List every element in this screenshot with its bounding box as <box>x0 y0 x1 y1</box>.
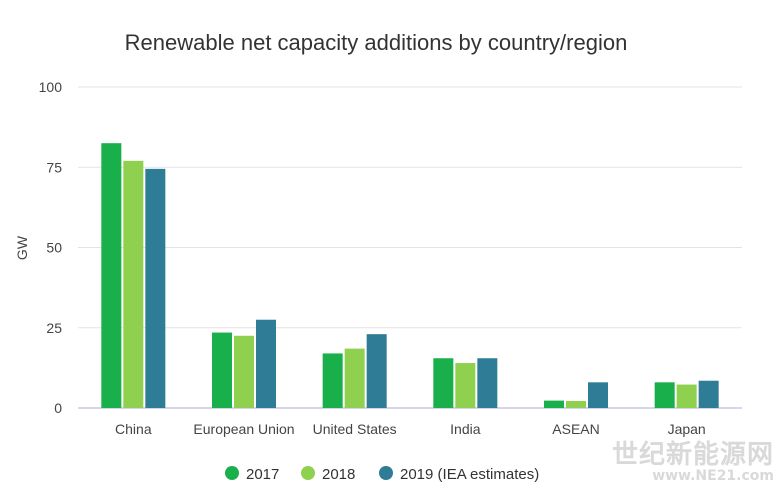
x-tick-label: ASEAN <box>552 421 599 437</box>
y-tick-label: 100 <box>39 79 63 95</box>
bar <box>566 400 586 408</box>
bar <box>588 382 608 408</box>
bar <box>234 335 254 408</box>
legend-label[interactable]: 2018 <box>322 466 355 483</box>
bar <box>544 400 564 408</box>
bar <box>212 332 232 408</box>
bar <box>654 382 675 408</box>
legend-marker[interactable] <box>379 466 393 480</box>
bar <box>344 348 365 408</box>
bar <box>256 319 276 408</box>
x-tick-label: European Union <box>193 421 294 437</box>
y-tick-label: 50 <box>46 240 62 256</box>
y-tick-label: 75 <box>46 159 62 175</box>
bar <box>477 358 498 408</box>
bar <box>455 363 476 408</box>
y-tick-label: 0 <box>54 400 62 416</box>
bar <box>322 353 343 408</box>
bar <box>366 334 387 408</box>
bar <box>676 384 697 408</box>
x-tick-label: United States <box>313 421 397 437</box>
bar <box>698 380 719 408</box>
x-tick-label: India <box>450 421 481 437</box>
legend-label[interactable]: 2019 (IEA estimates) <box>400 466 539 483</box>
bar <box>101 143 122 409</box>
legend-label[interactable]: 2017 <box>246 466 279 483</box>
legend-marker[interactable] <box>225 466 239 480</box>
bar <box>123 160 144 408</box>
chart-title: Renewable net capacity additions by coun… <box>125 30 628 55</box>
bar <box>433 358 454 408</box>
watermark-url: www.NE21.com <box>652 468 774 485</box>
y-axis-label: GW <box>14 235 30 260</box>
y-tick-label: 25 <box>46 320 62 336</box>
x-tick-label: Japan <box>668 421 706 437</box>
x-tick-label: China <box>115 421 152 437</box>
watermark-title: 世纪新能源网 <box>611 440 774 471</box>
watermark: 世纪新能源网 www.NE21.com <box>611 440 774 485</box>
legend-marker[interactable] <box>301 466 315 480</box>
bar <box>145 168 166 408</box>
